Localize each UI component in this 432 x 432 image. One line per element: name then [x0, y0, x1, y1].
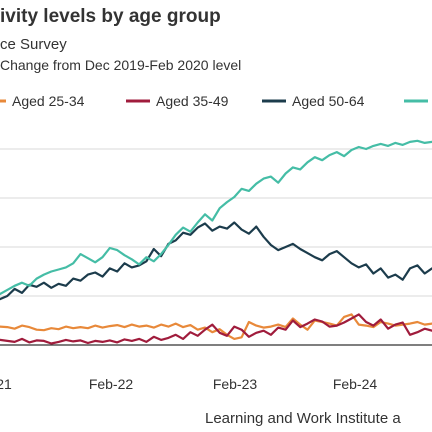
x-tick-label: Feb-24	[333, 376, 378, 392]
x-tick-label: 21	[0, 376, 12, 392]
x-tick-label: Feb-23	[213, 376, 258, 392]
gridlines	[0, 148, 432, 346]
series-line-aged-65-	[0, 139, 432, 296]
x-axis-ticks: 21 Feb-22 Feb-23 Feb-24	[0, 376, 377, 392]
series-line-aged-50-64	[0, 221, 432, 301]
series-line-aged-35-49	[0, 313, 432, 345]
series-line-aged-25-34	[0, 313, 432, 340]
chart-subtitle: ce Survey	[0, 36, 67, 53]
legend-label: Aged 50-64	[292, 93, 365, 109]
series-lines	[0, 139, 432, 345]
legend-label: Aged 35-49	[156, 93, 229, 109]
y-axis-label: Change from Dec 2019-Feb 2020 level	[0, 57, 242, 73]
chart-title: ivity levels by age group	[0, 6, 221, 27]
source-note: Learning and Work Institute a	[205, 410, 401, 427]
legend-label: Aged 25-34	[12, 93, 85, 109]
x-tick-label: Feb-22	[89, 376, 134, 392]
